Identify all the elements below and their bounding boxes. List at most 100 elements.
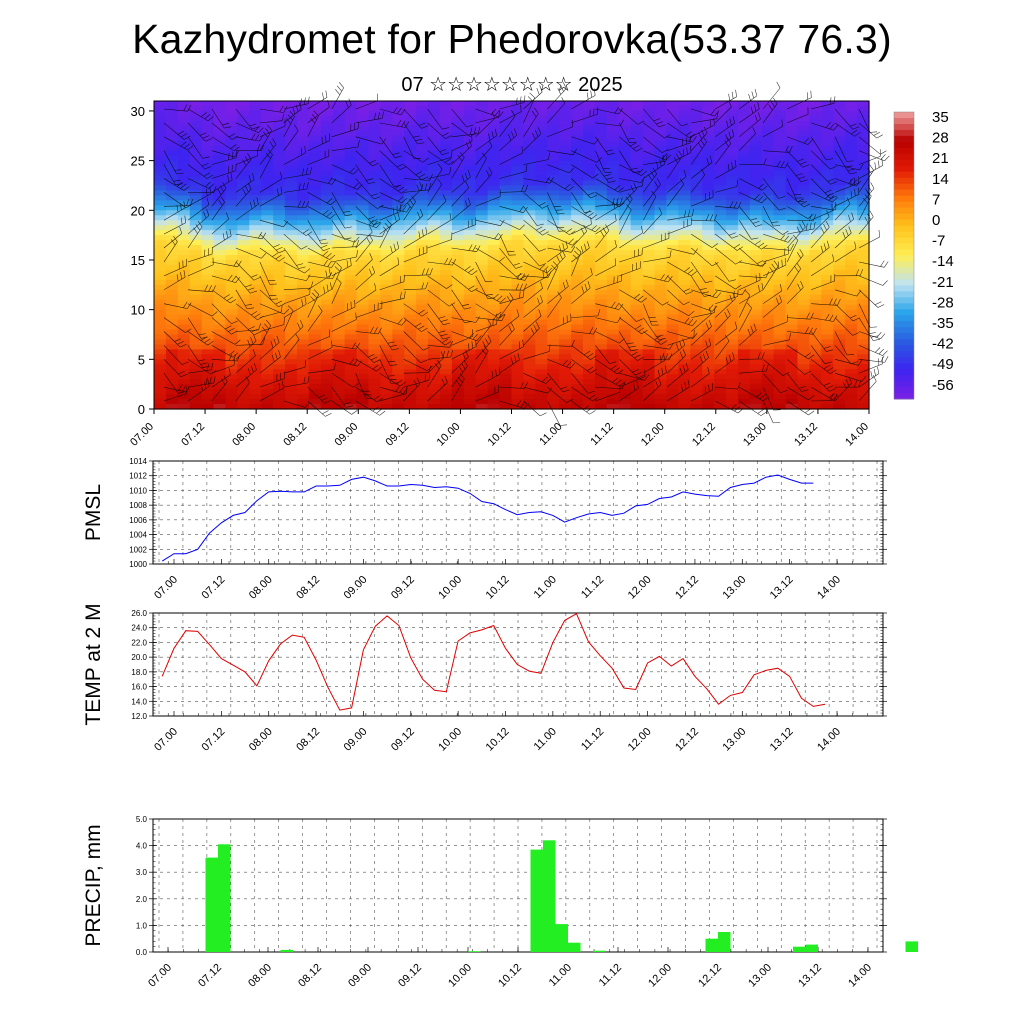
heatmap-cell <box>797 399 811 405</box>
heatmap-cell <box>177 170 191 177</box>
heatmap-cell <box>594 195 608 201</box>
heatmap-cell <box>678 314 691 321</box>
heatmap-cell <box>666 259 679 266</box>
heatmap-cell <box>618 404 632 410</box>
heatmap-cell <box>583 314 596 321</box>
heatmap-cell <box>642 110 656 117</box>
wind-barb-feather <box>588 390 595 394</box>
wind-barb <box>499 261 520 280</box>
heatmap-cell <box>606 314 620 321</box>
heatmap-cell <box>249 235 262 241</box>
heatmap-cell <box>821 334 834 341</box>
wind-barb-feather <box>228 353 233 361</box>
wind-barb <box>307 294 320 318</box>
heatmap-cell <box>177 339 191 346</box>
heatmap-cell <box>642 200 656 206</box>
heatmap-cell <box>416 130 429 137</box>
heatmap-cell <box>320 339 334 346</box>
heatmap-cell <box>368 304 382 311</box>
heatmap-cell <box>165 125 179 132</box>
heatmap-cell <box>523 359 536 365</box>
heatmap-cell <box>392 319 405 326</box>
heatmap-cell <box>201 274 215 281</box>
wind-barb-feather <box>580 246 584 253</box>
heatmap-cell <box>630 299 644 306</box>
wind-barb <box>211 261 238 268</box>
wind-barb-feather <box>281 304 283 312</box>
wind-barb <box>475 350 489 374</box>
heatmap-cell <box>571 195 584 201</box>
wind-barb <box>331 246 357 249</box>
heatmap-cell <box>547 299 560 306</box>
heatmap-cell <box>487 155 501 162</box>
heatmap-cell <box>451 304 465 311</box>
heatmap-cell <box>368 334 382 341</box>
heatmap-cell <box>344 215 358 221</box>
heatmap-cell <box>809 110 822 117</box>
wind-barb <box>427 365 442 388</box>
wind-barb-feather <box>400 292 402 300</box>
heatmap-cell <box>213 279 227 286</box>
heatmap-cell <box>332 125 346 132</box>
wind-barb <box>211 157 237 165</box>
heatmap-cell <box>857 235 870 241</box>
heatmap-cell <box>273 101 286 107</box>
heatmap-cell <box>165 394 179 400</box>
heatmap-cell <box>368 220 382 226</box>
heatmap-cell <box>857 101 870 107</box>
heatmap-cell <box>773 329 787 336</box>
heatmap-cell <box>308 120 322 127</box>
heatmap-cell <box>344 364 358 370</box>
heatmap-cell <box>714 259 727 266</box>
heatmap-cell <box>356 279 370 286</box>
heatmap-cell <box>785 354 799 360</box>
heatmap-cell <box>380 155 393 162</box>
wind-barb-feather <box>357 140 360 148</box>
heatmap-cell <box>535 230 548 236</box>
heatmap-cell <box>356 165 370 172</box>
heatmap-cell <box>332 220 346 226</box>
heatmap-cell <box>165 319 179 326</box>
heatmap-cell <box>535 250 548 256</box>
heatmap-cell <box>535 339 548 346</box>
heatmap-cell <box>213 200 227 206</box>
heatmap-cell <box>606 110 620 117</box>
heatmap-cell <box>809 155 822 162</box>
heatmap-cell <box>285 359 298 365</box>
heatmap-cell <box>630 394 644 400</box>
wind-barb-feather <box>247 182 252 190</box>
heatmap-cell <box>714 130 727 137</box>
heatmap-cell <box>702 155 715 162</box>
heatmap-cell <box>618 190 632 196</box>
heatmap-cell <box>785 130 799 137</box>
wind-barb-feather <box>230 299 237 304</box>
heatmap-cell <box>428 175 441 182</box>
heatmap-cell <box>714 374 727 380</box>
heatmap-cell <box>785 215 799 221</box>
wind-barb-feather <box>250 274 258 278</box>
heatmap-cell <box>702 384 715 390</box>
heatmap-cell <box>714 324 727 331</box>
heatmap-cell <box>154 220 167 226</box>
wind-barb <box>163 393 187 402</box>
wind-barb-feather <box>313 110 319 117</box>
heatmap-cell <box>297 155 310 162</box>
heatmap-cell <box>285 364 298 370</box>
wind-barb-feather <box>185 328 192 333</box>
wind-barb-feather <box>396 241 400 249</box>
heatmap-cell <box>213 125 227 132</box>
heatmap-cell <box>642 284 656 291</box>
heatmap-cell <box>761 220 775 226</box>
wind-barb <box>427 261 453 266</box>
heatmap-cell <box>451 190 465 196</box>
heatmap-cell <box>678 369 691 375</box>
heatmap-cell <box>749 299 763 306</box>
wind-barb-feather <box>581 286 585 294</box>
wind-barb <box>331 386 347 408</box>
wind-barb-feather <box>221 378 226 385</box>
wind-barb <box>427 108 443 130</box>
wind-barb-feather <box>298 266 306 269</box>
heatmap-cell <box>821 339 834 346</box>
heatmap-cell <box>225 279 239 286</box>
heatmap-cell <box>440 364 453 370</box>
